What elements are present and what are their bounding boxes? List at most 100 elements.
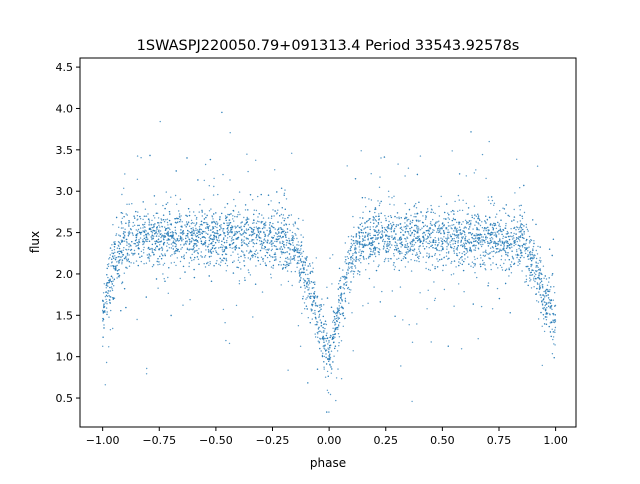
data-point	[520, 227, 523, 229]
data-point	[181, 240, 183, 242]
data-point	[517, 226, 519, 229]
data-point	[228, 342, 231, 345]
data-point	[284, 267, 287, 269]
data-point	[411, 400, 413, 403]
data-point	[280, 213, 283, 216]
data-point	[121, 193, 123, 196]
data-point	[524, 250, 526, 252]
data-point	[248, 242, 250, 244]
data-point	[224, 206, 226, 209]
data-point	[112, 255, 114, 257]
data-point	[183, 257, 185, 260]
data-point	[453, 233, 455, 236]
data-point	[163, 278, 165, 280]
data-point	[146, 254, 148, 256]
data-point	[481, 239, 483, 241]
data-point	[412, 245, 414, 247]
data-point	[527, 265, 529, 268]
data-point	[500, 249, 502, 252]
data-point	[350, 235, 353, 237]
data-point	[143, 223, 146, 226]
data-point	[287, 280, 290, 283]
data-point	[214, 242, 217, 244]
data-point	[318, 342, 320, 344]
data-point	[261, 291, 264, 293]
data-point	[203, 179, 205, 182]
data-point	[470, 265, 472, 267]
data-point	[485, 177, 487, 180]
data-point	[493, 202, 496, 204]
data-point	[314, 296, 316, 298]
data-point	[274, 252, 276, 254]
data-point	[165, 228, 167, 230]
data-point	[446, 241, 448, 243]
data-point	[319, 337, 321, 340]
data-point	[135, 210, 137, 213]
data-point	[401, 228, 403, 231]
data-point	[291, 235, 293, 237]
data-point	[293, 237, 295, 240]
data-point	[387, 258, 389, 260]
data-point	[171, 254, 173, 256]
data-point	[487, 231, 489, 233]
data-point	[415, 224, 417, 226]
data-point	[314, 309, 316, 312]
data-point	[368, 243, 371, 245]
data-point	[291, 238, 293, 240]
data-point	[519, 245, 521, 247]
data-point	[196, 232, 198, 234]
data-point	[276, 236, 279, 238]
data-point	[519, 263, 521, 265]
data-point	[216, 223, 218, 226]
data-point	[453, 260, 456, 262]
data-point	[368, 198, 370, 200]
data-point	[361, 243, 363, 245]
data-point	[410, 249, 412, 251]
data-point	[108, 281, 110, 284]
data-point	[537, 318, 540, 320]
data-point	[252, 222, 254, 224]
data-point	[547, 297, 550, 299]
data-point	[401, 244, 404, 246]
data-point	[478, 237, 481, 240]
data-point	[254, 232, 256, 235]
data-point	[546, 307, 548, 309]
data-point	[307, 284, 310, 286]
data-point	[332, 319, 335, 322]
data-point	[210, 251, 212, 253]
data-point	[484, 251, 486, 253]
data-point	[262, 260, 264, 262]
data-point	[453, 248, 455, 250]
data-point	[529, 251, 531, 254]
data-point	[267, 240, 269, 242]
data-point	[215, 212, 217, 214]
data-point	[204, 242, 207, 244]
data-point	[217, 222, 219, 224]
data-point	[303, 279, 306, 281]
data-point	[270, 200, 272, 202]
data-point	[434, 266, 436, 268]
data-point	[308, 280, 310, 282]
data-point	[227, 233, 229, 236]
data-point	[338, 321, 341, 324]
data-point	[234, 233, 236, 235]
data-point	[473, 205, 476, 207]
data-point	[383, 243, 386, 245]
data-point	[151, 238, 153, 241]
data-point	[405, 213, 408, 215]
data-point	[217, 233, 219, 235]
data-point	[195, 239, 197, 241]
data-point	[548, 281, 550, 283]
data-point	[526, 228, 529, 231]
data-point	[144, 226, 146, 228]
data-point	[325, 349, 327, 352]
data-point	[316, 321, 318, 323]
data-point	[481, 227, 484, 229]
data-point	[258, 237, 261, 239]
data-point	[209, 237, 212, 240]
data-point	[219, 264, 222, 267]
data-point	[147, 257, 149, 259]
data-point	[388, 196, 390, 198]
data-point	[143, 231, 146, 233]
data-point	[309, 272, 311, 275]
